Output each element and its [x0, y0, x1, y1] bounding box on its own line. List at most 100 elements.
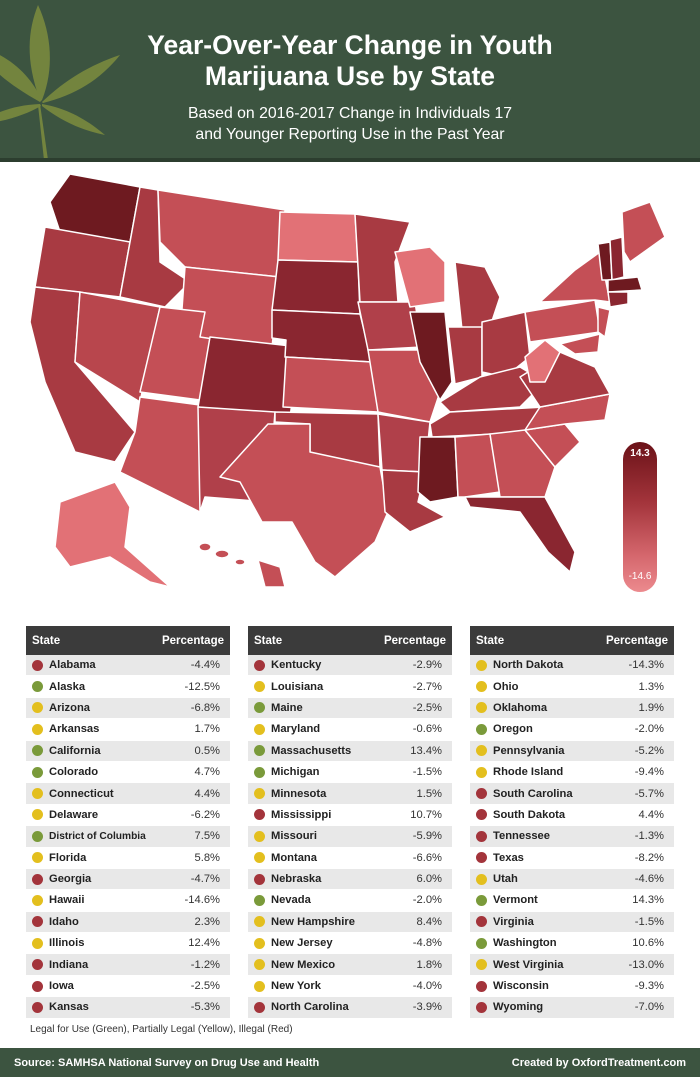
state-name: Delaware [49, 808, 99, 821]
state-percentage: -0.6% [412, 723, 442, 736]
state-percentage: -14.6% [184, 894, 220, 907]
table-row: Missouri -5.9% [248, 826, 452, 848]
state-percentage: 14.3% [632, 894, 664, 907]
header-percentage: Percentage [383, 634, 446, 647]
legal-status-dot [254, 659, 265, 671]
table-row: Colorado 4.7% [26, 761, 230, 784]
state-name: District of Columbia [49, 830, 146, 842]
state-name: New Mexico [271, 958, 336, 971]
state-name: Oklahoma [493, 701, 548, 714]
table-row: Ohio 1.3% [470, 676, 674, 698]
state-florida [464, 496, 576, 573]
table-row: Mississippi 10.7% [248, 804, 452, 827]
state-percentage: -2.0% [634, 723, 664, 736]
state-name: Maine [271, 701, 303, 714]
table-row: Oklahoma 1.9% [470, 697, 674, 720]
table-row: Oregon -2.0% [470, 719, 674, 741]
footer-bar: Source: SAMHSA National Survey on Drug U… [0, 1048, 700, 1077]
legal-status-dot [32, 937, 43, 949]
state-percentage: -1.5% [634, 915, 664, 928]
state-name: Hawaii [49, 894, 85, 907]
state-percentage: 2.3% [194, 915, 221, 928]
table-row: Minnesota 1.5% [248, 783, 452, 805]
state-percentage: 1.5% [416, 787, 443, 800]
legal-status-dot [32, 894, 43, 906]
state-name: Tennessee [493, 830, 551, 843]
state-name: Minnesota [271, 787, 327, 800]
legal-status-dot [254, 852, 265, 864]
state-percentage: -1.3% [634, 830, 664, 843]
legal-status-dot [32, 809, 43, 821]
table-row: Indiana -1.2% [26, 954, 230, 976]
table-row: New Jersey -4.8% [248, 933, 452, 955]
state-percentage: 1.7% [194, 723, 221, 736]
legal-status-dot [32, 852, 43, 864]
state-name: Alabama [49, 659, 96, 672]
table-row: North Carolina -3.9% [248, 997, 452, 1019]
state-percentage: -6.6% [412, 851, 442, 864]
legal-status-dot [32, 723, 43, 735]
state-percentage: -13.0% [628, 958, 664, 971]
state-percentage: 4.4% [194, 787, 221, 800]
state-alabama [454, 433, 501, 498]
table-row: Utah -4.6% [470, 868, 674, 891]
legend-min-label: -14.6 [628, 571, 652, 582]
legal-status-dot [254, 681, 265, 693]
state-percentage: -1.5% [412, 766, 442, 779]
state-percentage: -6.2% [190, 808, 220, 821]
legal-status-dot [254, 937, 265, 949]
state-name: Illinois [49, 937, 85, 950]
table-row: Georgia -4.7% [26, 868, 230, 891]
state-percentage: -1.2% [190, 958, 220, 971]
legal-status-dot [32, 980, 43, 992]
legal-status-dot [32, 916, 43, 928]
table-row: California 0.5% [26, 740, 230, 762]
state-montana [157, 189, 286, 278]
legal-status-dot [32, 702, 43, 714]
legal-status-dot [32, 681, 43, 693]
state-percentage: 7.5% [194, 830, 221, 843]
us-choropleth-map [29, 173, 666, 588]
state-name: Washington [493, 937, 557, 950]
state-percentage: 13.4% [410, 744, 442, 757]
legal-status-dot [476, 830, 487, 842]
state-percentage: 5.8% [194, 851, 221, 864]
state-name: West Virginia [493, 958, 564, 971]
subtitle-line: Based on 2016-2017 Change in Individuals… [187, 105, 513, 122]
table-row: Wyoming -7.0% [470, 997, 674, 1019]
state-name: Colorado [49, 766, 99, 779]
table-row: Texas -8.2% [470, 847, 674, 869]
legal-status-dot [32, 873, 43, 885]
table-row: North Dakota -14.3% [470, 655, 674, 677]
state-south-dakota [271, 259, 361, 315]
legal-status-dot [476, 852, 487, 864]
state-percentage: -2.0% [412, 894, 442, 907]
legal-status-dot [32, 766, 43, 778]
title-line: Marijuana Use by State [204, 61, 496, 91]
state-texas [219, 423, 389, 578]
state-name: Virginia [493, 915, 534, 928]
state-name: North Dakota [493, 659, 564, 672]
table-row: Connecticut 4.4% [26, 783, 230, 805]
state-percentage: 6.0% [416, 873, 443, 886]
state-percentage: 12.4% [188, 937, 220, 950]
legal-status-dot [476, 788, 487, 800]
state-name: Rhode Island [493, 766, 564, 779]
state-percentage: -4.6% [634, 873, 664, 886]
legend-max-label: 14.3 [630, 448, 650, 459]
table-row: Massachusetts 13.4% [248, 740, 452, 762]
legal-status-dot [254, 916, 265, 928]
state-name: Oregon [493, 723, 533, 736]
state-table-1: State Percentage Alabama -4.4% Alaska -12.5… [26, 626, 230, 1019]
legal-status-dot [254, 766, 265, 778]
legal-status-dot [476, 659, 487, 671]
state-name: Georgia [49, 873, 92, 886]
table-header: State Percentage [248, 626, 452, 655]
state-north-dakota [277, 211, 359, 263]
state-alaska [54, 481, 171, 588]
legal-status-dot [254, 959, 265, 971]
state-name: Kansas [49, 1001, 89, 1014]
legal-status-dot [476, 959, 487, 971]
state-name: North Carolina [271, 1001, 349, 1014]
state-name: Florida [49, 851, 87, 864]
